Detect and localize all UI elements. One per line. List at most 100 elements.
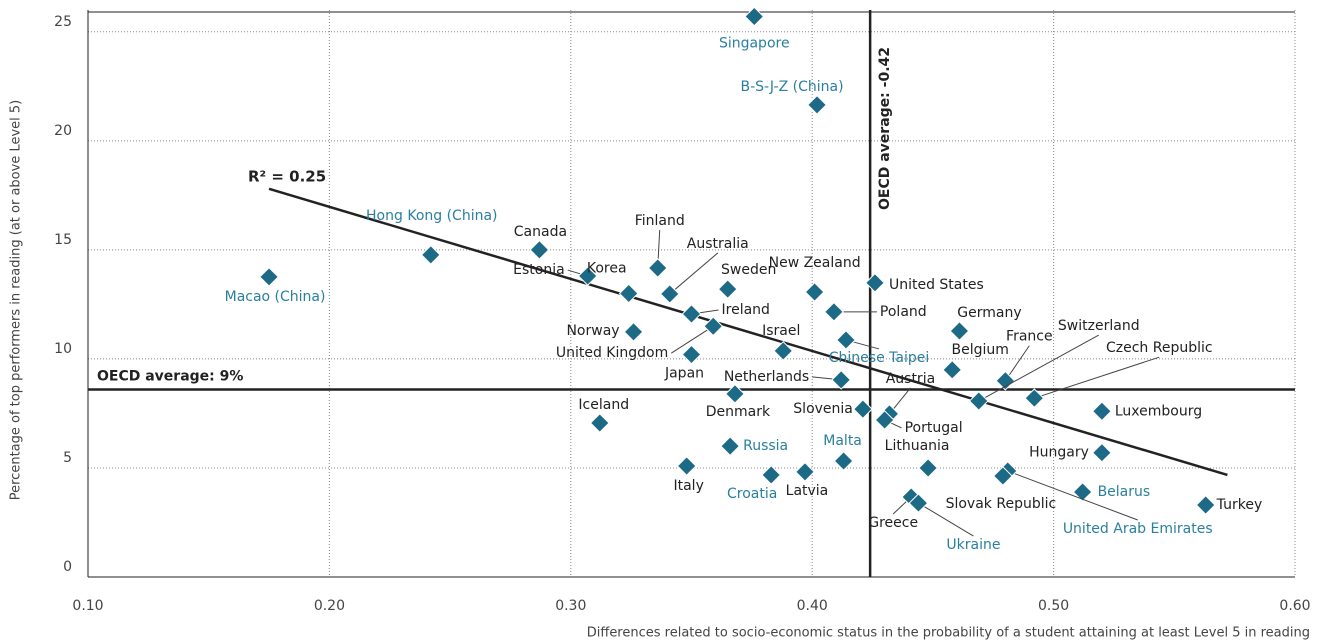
point [833,451,854,471]
point-label: Estonia [513,262,565,278]
point-label: Poland [880,304,927,320]
point-label: Singapore [719,36,790,52]
point [865,272,885,293]
leader-line [1007,470,1138,521]
x-tick-label: 0.20 [314,598,345,614]
point-label: Netherlands [724,369,809,385]
point-label: Korea [587,261,627,277]
point-label: Malta [823,433,862,449]
point [968,391,989,411]
point [795,461,815,482]
point [1091,401,1112,422]
x-axis-label: Differences related to socio-economic st… [587,626,1310,641]
leader-line [918,502,974,537]
point [623,321,644,342]
point-label: Norway [566,323,619,339]
point-label: Sweden [721,262,776,278]
point [804,282,825,302]
point [761,465,782,485]
leader-line [978,334,1100,402]
point-label: Luxembourg [1115,403,1202,419]
x-tick-label: 0.30 [555,598,586,614]
point-label: United Arab Emirates [1063,521,1213,537]
point [1024,388,1045,409]
point [807,94,827,115]
y-tick-label: 5 [63,450,72,466]
y-tick-label: 20 [54,123,72,139]
point-label: Latvia [786,483,829,499]
point-label: Croatia [727,486,777,502]
point-label: Canada [514,224,567,240]
y-tick-label: 0 [63,559,72,575]
point-label: Belgium [952,342,1009,358]
point-label: Ireland [722,302,770,318]
point [874,410,895,430]
point-label: Austria [886,371,935,387]
point-label: Switzerland [1058,318,1140,334]
point-label: Macao (China) [225,289,326,305]
point-label: Hungary [1029,445,1089,461]
point [773,340,794,361]
point-label: Slovak Republic [946,496,1057,512]
point-label: United Kingdom [556,345,668,361]
y-tick-label: 15 [54,232,72,248]
average-label: OECD average: 9% [97,368,243,384]
point-label: Slovenia [793,401,853,417]
point-label: Hong Kong (China) [366,208,497,224]
point-label: Russia [743,438,788,454]
point [831,369,852,390]
point-label: Australia [687,236,749,252]
point [836,330,856,350]
point [529,239,550,260]
point [659,284,680,304]
point-label: Lithuania [885,438,950,454]
x-tick-label: 0.10 [72,598,103,614]
point-label: Ukraine [946,537,1000,553]
point [681,344,702,365]
point-label: Chinese Taipei [829,350,929,366]
y-axis-label: Percentage of top performers in reading … [9,100,24,501]
point [942,359,963,380]
trend-label: R² = 0.25 [248,168,326,186]
point-label: Czech Republic [1106,340,1213,356]
point [1195,495,1216,515]
point [259,267,279,287]
point-label: Turkey [1216,497,1263,513]
point [618,283,639,304]
point [676,456,697,476]
point [1072,482,1093,502]
point-label: New Zealand [769,255,861,271]
point-label: Iceland [578,397,629,413]
average-label: OECD average: -0.42 [877,47,893,210]
point [420,245,441,265]
leader-line [1034,356,1160,399]
point-label: B-S-J-Z (China) [741,79,844,95]
point [918,458,938,478]
x-tick-label: 0.40 [797,598,828,614]
point-label: Portugal [905,420,963,436]
point [725,383,745,404]
point [647,258,668,278]
leader-line [669,252,719,295]
point-label: France [1006,329,1053,345]
point [681,304,702,324]
x-tick-label: 0.50 [1038,598,1069,614]
point [577,266,598,286]
point-label: Finland [635,213,685,229]
point [744,6,765,27]
point-label: Germany [957,305,1021,321]
point-label: Italy [673,478,703,494]
point-label: United States [889,277,984,293]
point [852,399,873,419]
point [720,436,741,457]
point [589,413,610,433]
point [1091,442,1112,463]
point-label: Greece [868,515,918,531]
point [703,316,724,337]
point-label: Belarus [1098,484,1151,500]
point-label: Israel [762,323,800,339]
point [908,493,929,513]
point-label: Japan [664,366,704,382]
point [995,370,1016,391]
